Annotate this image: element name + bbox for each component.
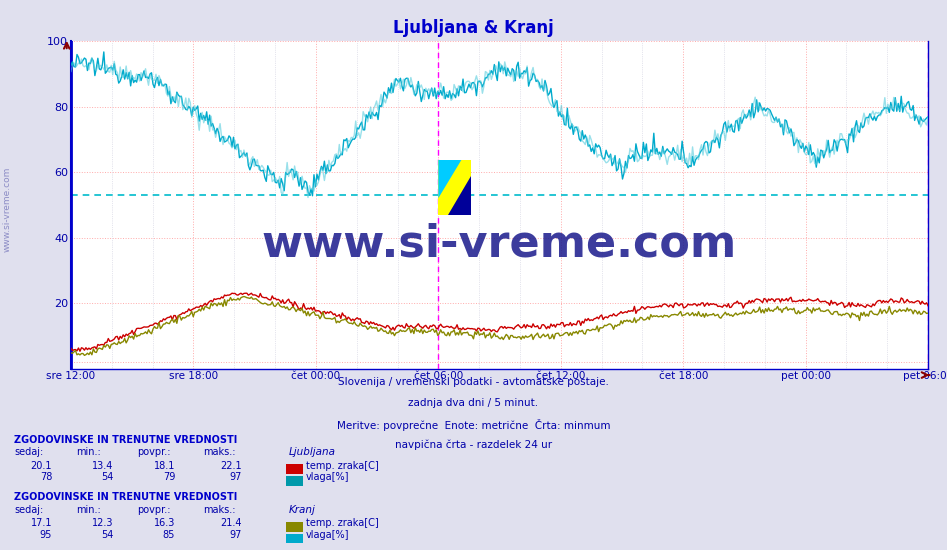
Text: www.si-vreme.com: www.si-vreme.com — [262, 223, 737, 266]
Text: sedaj:: sedaj: — [14, 447, 44, 458]
Text: Slovenija / vremenski podatki - avtomatske postaje.: Slovenija / vremenski podatki - avtomats… — [338, 377, 609, 387]
Text: 78: 78 — [40, 472, 52, 482]
Text: 18.1: 18.1 — [153, 460, 175, 471]
Text: 17.1: 17.1 — [30, 518, 52, 529]
Polygon shape — [448, 176, 472, 214]
Text: 85: 85 — [163, 530, 175, 540]
Text: Ljubljana & Kranj: Ljubljana & Kranj — [393, 19, 554, 37]
Text: 97: 97 — [229, 472, 241, 482]
Text: povpr.:: povpr.: — [137, 505, 170, 515]
Text: 13.4: 13.4 — [92, 460, 114, 471]
Text: sedaj:: sedaj: — [14, 505, 44, 515]
Text: min.:: min.: — [76, 447, 100, 458]
Text: zadnja dva dni / 5 minut.: zadnja dva dni / 5 minut. — [408, 398, 539, 408]
Text: Kranj: Kranj — [289, 505, 315, 515]
Text: www.si-vreme.com: www.si-vreme.com — [3, 166, 12, 252]
Text: 54: 54 — [101, 472, 114, 482]
Polygon shape — [438, 160, 461, 198]
Text: ZGODOVINSKE IN TRENUTNE VREDNOSTI: ZGODOVINSKE IN TRENUTNE VREDNOSTI — [14, 492, 238, 503]
Text: Meritve: povprečne  Enote: metrične  Črta: minmum: Meritve: povprečne Enote: metrične Črta:… — [337, 419, 610, 431]
Text: temp. zraka[C]: temp. zraka[C] — [306, 460, 379, 471]
Text: maks.:: maks.: — [204, 505, 236, 515]
Text: 95: 95 — [40, 530, 52, 540]
Text: maks.:: maks.: — [204, 447, 236, 458]
Text: povpr.:: povpr.: — [137, 447, 170, 458]
Text: 79: 79 — [163, 472, 175, 482]
Text: 20.1: 20.1 — [30, 460, 52, 471]
Text: 16.3: 16.3 — [153, 518, 175, 529]
Text: 22.1: 22.1 — [220, 460, 241, 471]
Text: 12.3: 12.3 — [92, 518, 114, 529]
Text: 54: 54 — [101, 530, 114, 540]
Text: ZGODOVINSKE IN TRENUTNE VREDNOSTI: ZGODOVINSKE IN TRENUTNE VREDNOSTI — [14, 434, 238, 445]
Text: navpična črta - razdelek 24 ur: navpična črta - razdelek 24 ur — [395, 439, 552, 450]
Text: vlaga[%]: vlaga[%] — [306, 472, 349, 482]
Text: min.:: min.: — [76, 505, 100, 515]
Text: temp. zraka[C]: temp. zraka[C] — [306, 518, 379, 529]
Text: 21.4: 21.4 — [220, 518, 241, 529]
Text: 97: 97 — [229, 530, 241, 540]
Text: vlaga[%]: vlaga[%] — [306, 530, 349, 540]
Text: Ljubljana: Ljubljana — [289, 447, 336, 458]
